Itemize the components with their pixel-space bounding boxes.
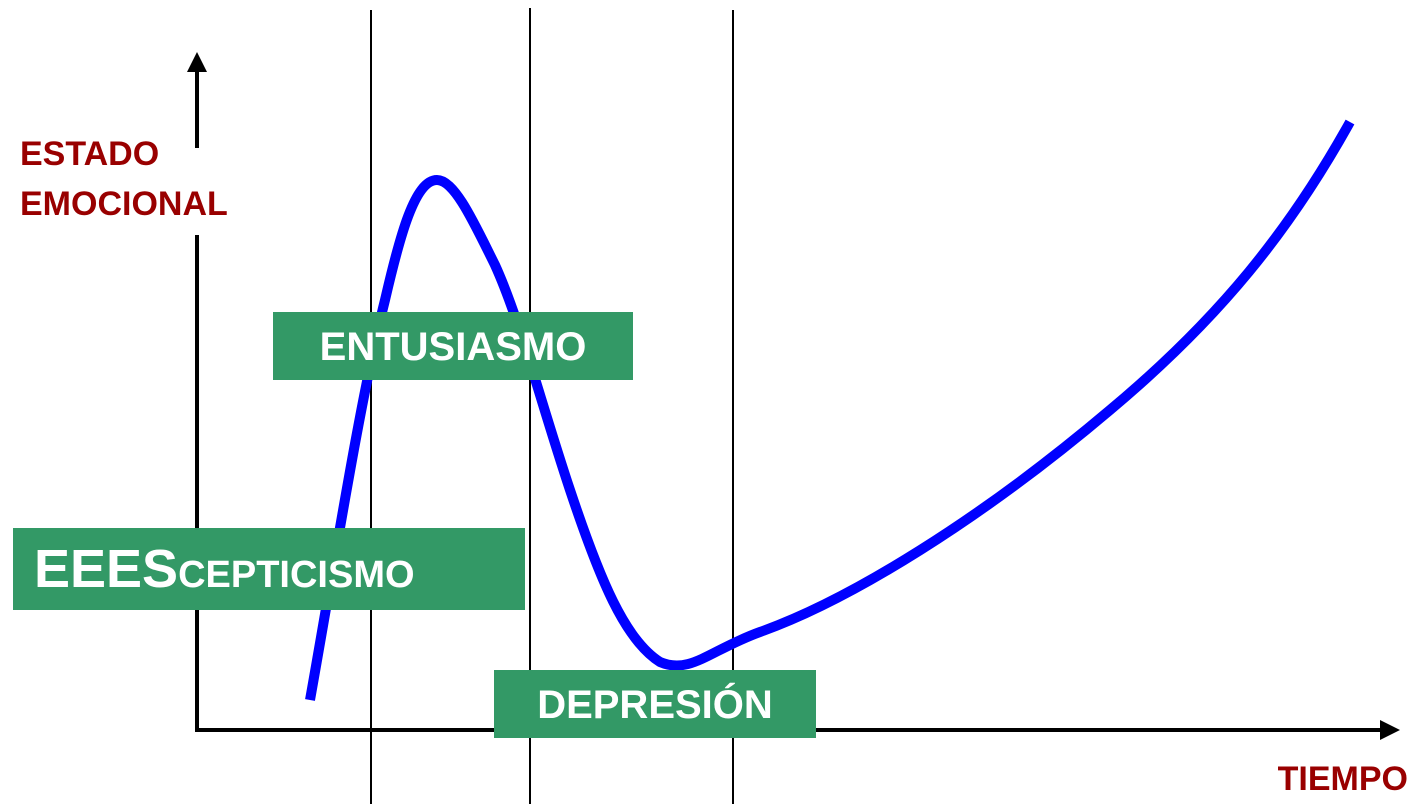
stage-label: DEPRESIÓN	[537, 681, 773, 727]
stage-lead: EEES	[34, 539, 178, 599]
stage-box	[13, 528, 525, 610]
x-axis-label: TIEMPO	[1278, 760, 1408, 798]
stage-rest: CEPTICISMO	[178, 554, 414, 596]
stage-label: EEESCEPTICISMO	[34, 539, 415, 599]
y-axis-label: EMOCIONAL	[20, 185, 228, 223]
stage-box	[494, 670, 816, 738]
stage-box	[273, 312, 633, 380]
emotion-curve	[305, 119, 1355, 701]
y-axis-label: ESTADO	[20, 135, 159, 173]
stage-label: ENTUSIASMO	[320, 325, 587, 369]
